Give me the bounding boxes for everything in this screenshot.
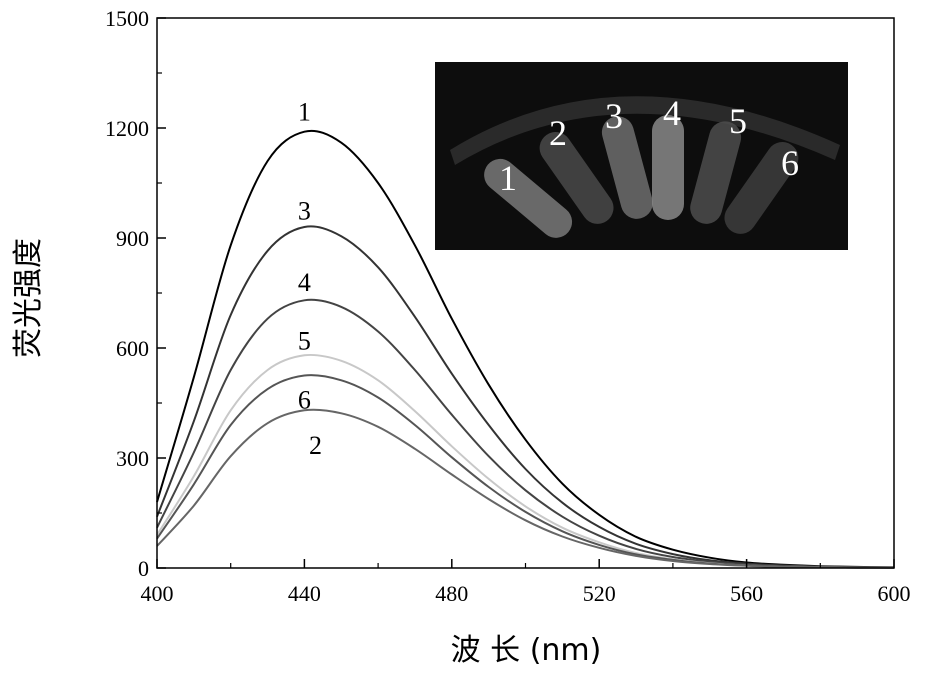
tube-label-1: 1 [499,158,517,198]
x-tick-label: 600 [878,581,911,606]
y-axis-title: 荧光强度 [11,238,46,358]
inset-photo: 12 3 4 56 [435,62,848,250]
x-tick-label: 400 [141,581,174,606]
y-tick-label: 0 [138,556,149,581]
series-line-2 [156,408,895,569]
x-tick-label: 520 [583,581,616,606]
y-tick-label: 1500 [105,6,149,31]
x-tick-label: 560 [730,581,763,606]
y-tick-label: 600 [116,336,149,361]
series-line-5 [156,353,895,569]
series-line-4 [156,298,895,569]
curve-label-2: 2 [309,431,322,460]
curve-label-5: 5 [298,327,311,356]
tube-3 [601,116,653,219]
tube-5 [690,121,742,224]
curve-label-3: 3 [298,197,311,226]
tube-label-6: 6 [781,143,799,183]
tick-layer: 400 440 480 520 560 600 0 300 600 900 1200 1500 [105,6,911,606]
x-axis-title: 波 长 (nm) [451,633,602,668]
x-tick-label: 440 [288,581,321,606]
tube-1 [484,158,573,238]
tube-rack [450,96,840,165]
x-tick-label: 480 [435,581,468,606]
tube-label-3: 3 [605,96,623,136]
tube-label-4: 4 [663,93,681,133]
curve-label-layer: 1 3 4 5 6 2 [298,98,322,461]
tube-label-2: 2 [549,113,567,153]
tube-4 [652,115,684,220]
y-tick-label: 300 [116,446,149,471]
tube-6 [724,142,799,234]
series-line-3 [156,225,895,569]
y-tick-label: 1200 [105,116,149,141]
series-layer [156,129,895,569]
curve-label-6: 6 [298,385,311,414]
series-line-6 [156,374,895,569]
curve-label-1: 1 [298,98,311,127]
y-tick-label: 900 [116,226,149,251]
curve-label-4: 4 [298,268,311,297]
tube-layer: 12 3 4 56 [484,93,799,238]
tube-2 [539,132,614,224]
tube-label-5: 5 [729,101,747,141]
